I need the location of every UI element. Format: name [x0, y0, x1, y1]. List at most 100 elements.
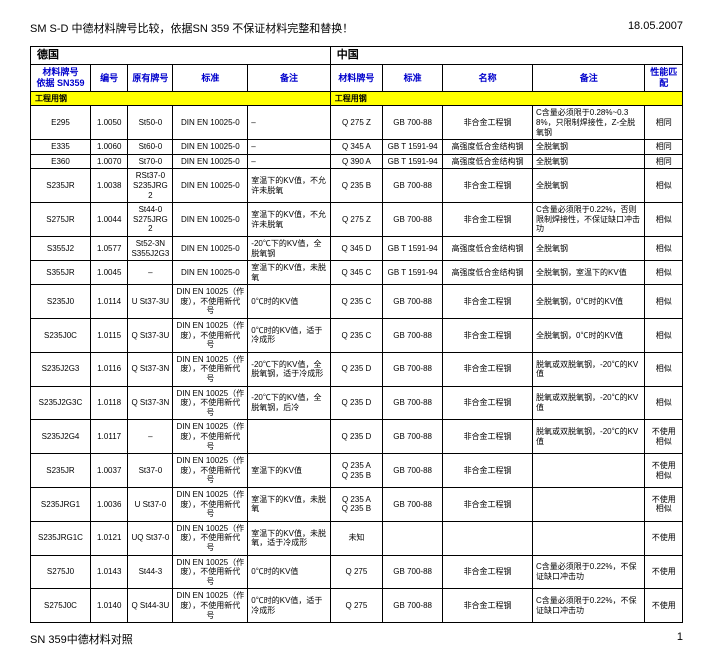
- cell-old: St70-0: [128, 154, 173, 169]
- cell-name: 高强度低合金结构钢: [443, 236, 533, 260]
- cell-old: Q St37-3U: [128, 319, 173, 353]
- cell-de: S275JR: [31, 203, 91, 237]
- cell-cstd: GB 700-88: [383, 319, 443, 353]
- cell-rm: 0℃时的KV值: [248, 555, 330, 589]
- cell-m: 不使用相似: [645, 487, 683, 521]
- cell-std: DIN EN 10025（作废），不使用新代号: [173, 285, 248, 319]
- cell-m: 相似: [645, 169, 683, 203]
- cell-old: St52-3NS355J2G3: [128, 236, 173, 260]
- cell-name: 非合金工程钢: [443, 555, 533, 589]
- table-row: S235J01.0114U St37-3UDIN EN 10025（作废），不使…: [31, 285, 683, 319]
- col-std: 标准: [173, 65, 248, 92]
- cell-rm: 室温下的KV值，未脱氧，适于冷成形: [248, 521, 330, 555]
- table-row: S235JRG1C1.0121UQ St37-0DIN EN 10025（作废）…: [31, 521, 683, 555]
- cell-old: –: [128, 420, 173, 454]
- cell-rm: 室温下的KV值，未脱氧: [248, 261, 330, 285]
- cell-de: S235J0C: [31, 319, 91, 353]
- cell-rm: -20℃下的KV值，全脱氧钢，后冷: [248, 386, 330, 420]
- cell-de: S355J2: [31, 236, 91, 260]
- cell-cn: Q 275: [330, 555, 382, 589]
- cell-cn: Q 345 D: [330, 236, 382, 260]
- cell-de: E295: [31, 106, 91, 140]
- cell-wnr: 1.0114: [90, 285, 127, 319]
- table-row: S355JR1.0045–DIN EN 10025-0室温下的KV值，未脱氧Q …: [31, 261, 683, 285]
- cell-old: St37-0: [128, 454, 173, 488]
- cell-name: 非合金工程钢: [443, 106, 533, 140]
- cell-old: Q St44-3U: [128, 589, 173, 623]
- cell-wnr: 1.0050: [90, 106, 127, 140]
- cell-old: U St37-3U: [128, 285, 173, 319]
- cell-m: 相似: [645, 236, 683, 260]
- cell-std: DIN EN 10025（作废），不使用新代号: [173, 454, 248, 488]
- cell-m: 不使用相似: [645, 420, 683, 454]
- cell-std: DIN EN 10025-0: [173, 236, 248, 260]
- cell-cstd: GB 700-88: [383, 454, 443, 488]
- cell-old: St44-0S275JRG2: [128, 203, 173, 237]
- cell-cn: Q 235 D: [330, 352, 382, 386]
- cell-cn: Q 235 AQ 235 B: [330, 487, 382, 521]
- col-de-mat: 材料牌号依据 SN359: [31, 65, 91, 92]
- table-row: S235J2G41.0117–DIN EN 10025（作废），不使用新代号Q …: [31, 420, 683, 454]
- table-row: S275J01.0143St44-3DIN EN 10025（作废），不使用新代…: [31, 555, 683, 589]
- col-cn-name: 名称: [443, 65, 533, 92]
- table-row: S235J2G31.0116Q St37-3NDIN EN 10025（作废），…: [31, 352, 683, 386]
- cell-std: DIN EN 10025-0: [173, 203, 248, 237]
- cell-rm: 0℃时的KV值，适于冷成形: [248, 589, 330, 623]
- cell-rm: 0℃时的KV值，适于冷成形: [248, 319, 330, 353]
- cell-std: DIN EN 10025（作废），不使用新代号: [173, 555, 248, 589]
- col-remark: 备注: [248, 65, 330, 92]
- table-row: S275JR1.0044St44-0S275JRG2DIN EN 10025-0…: [31, 203, 683, 237]
- cell-cstd: GB 700-88: [383, 106, 443, 140]
- cell-cn: Q 345 A: [330, 140, 382, 155]
- cell-de: S275J0C: [31, 589, 91, 623]
- cell-crm: [533, 454, 645, 488]
- cell-crm: C含量必须限于0.22%，不保证缺口冲击功: [533, 555, 645, 589]
- table-row: S235JRG11.0036U St37-0DIN EN 10025（作废），不…: [31, 487, 683, 521]
- cell-rm: –: [248, 106, 330, 140]
- cell-de: S235JR: [31, 454, 91, 488]
- cell-wnr: 1.0117: [90, 420, 127, 454]
- cell-wnr: 1.0070: [90, 154, 127, 169]
- cell-std: DIN EN 10025（作废），不使用新代号: [173, 420, 248, 454]
- cell-old: St50-0: [128, 106, 173, 140]
- cell-cstd: GB 700-88: [383, 352, 443, 386]
- cell-crm: 全脱氧钢，0℃时的KV值: [533, 285, 645, 319]
- cell-crm: 脱氧或双脱氧钢，-20℃的KV值: [533, 386, 645, 420]
- table-row: S235J2G3C1.0118Q St37-3NDIN EN 10025（作废）…: [31, 386, 683, 420]
- cell-de: S235JRG1: [31, 487, 91, 521]
- section-de: 工程用钢: [31, 91, 331, 106]
- cell-rm: -20℃下的KV值，全脱氧钢: [248, 236, 330, 260]
- cell-wnr: 1.0036: [90, 487, 127, 521]
- cell-name: 非合金工程钢: [443, 319, 533, 353]
- cell-name: 非合金工程钢: [443, 203, 533, 237]
- cell-name: 高强度低合金结构钢: [443, 261, 533, 285]
- cell-crm: 全脱氧钢: [533, 140, 645, 155]
- cell-old: U St37-0: [128, 487, 173, 521]
- cell-old: St44-3: [128, 555, 173, 589]
- cell-crm: C含量必须限于0.28%~0.38%，只限制焊接性，Z-全脱氧钢: [533, 106, 645, 140]
- cell-name: 非合金工程钢: [443, 454, 533, 488]
- cell-rm: –: [248, 140, 330, 155]
- cell-crm: 全脱氧钢: [533, 154, 645, 169]
- cell-wnr: 1.0045: [90, 261, 127, 285]
- cell-cstd: GB 700-88: [383, 203, 443, 237]
- cell-wnr: 1.0115: [90, 319, 127, 353]
- cell-de: S235JRG1C: [31, 521, 91, 555]
- header-left: SM S-D 中德材料牌号比较，依据SN 359 不保证材料完整和替换！: [30, 20, 353, 36]
- cell-cstd: GB 700-88: [383, 420, 443, 454]
- cell-crm: [533, 487, 645, 521]
- cell-wnr: 1.0037: [90, 454, 127, 488]
- cell-cstd: GB 700-88: [383, 169, 443, 203]
- footer-page: 1: [677, 631, 683, 647]
- cell-std: DIN EN 10025（作废），不使用新代号: [173, 521, 248, 555]
- cell-name: 非合金工程钢: [443, 386, 533, 420]
- cell-rm: -20℃下的KV值，全脱氧钢，适于冷成形: [248, 352, 330, 386]
- cell-std: DIN EN 10025-0: [173, 169, 248, 203]
- cell-wnr: 1.0143: [90, 555, 127, 589]
- cell-crm: 脱氧或双脱氧钢，-20℃的KV值: [533, 420, 645, 454]
- cell-de: E360: [31, 154, 91, 169]
- cell-name: 非合金工程钢: [443, 352, 533, 386]
- cell-cstd: [383, 521, 443, 555]
- cell-m: 相似: [645, 352, 683, 386]
- section-cn: 工程用钢: [330, 91, 682, 106]
